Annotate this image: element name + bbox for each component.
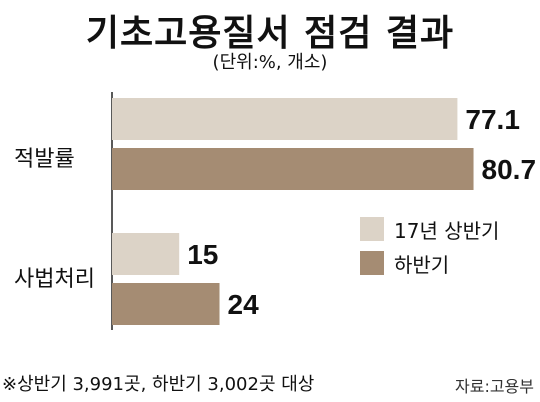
category-label: 사법처리 [14,267,95,292]
legend-swatch-second-half [360,251,384,275]
bar [112,148,474,190]
legend: 17년 상반기 하반기 [360,214,499,282]
legend-label-second-half: 하반기 [394,252,450,277]
source-credit: 자료:고용부 [455,377,534,396]
bar [112,283,220,325]
data-label: 80.7 [482,154,537,185]
data-label: 24 [228,289,260,320]
legend-swatch-first-half [360,217,384,241]
legend-label-first-half: 17년 상반기 [394,218,500,243]
legend-item-first-half: 17년 상반기 [360,214,499,244]
footnote: ※상반기 3,991곳, 하반기 3,002곳 대상 [2,374,315,395]
chart-title: 기초고용질서 점검 결과 [85,13,455,54]
data-label: 77.1 [465,104,519,135]
unit-note: (단위:%, 개소) [212,52,328,73]
data-label: 15 [187,239,218,270]
legend-item-second-half: 하반기 [360,248,499,278]
bar [112,98,458,140]
bar [112,233,180,275]
category-label: 적발률 [14,147,75,172]
